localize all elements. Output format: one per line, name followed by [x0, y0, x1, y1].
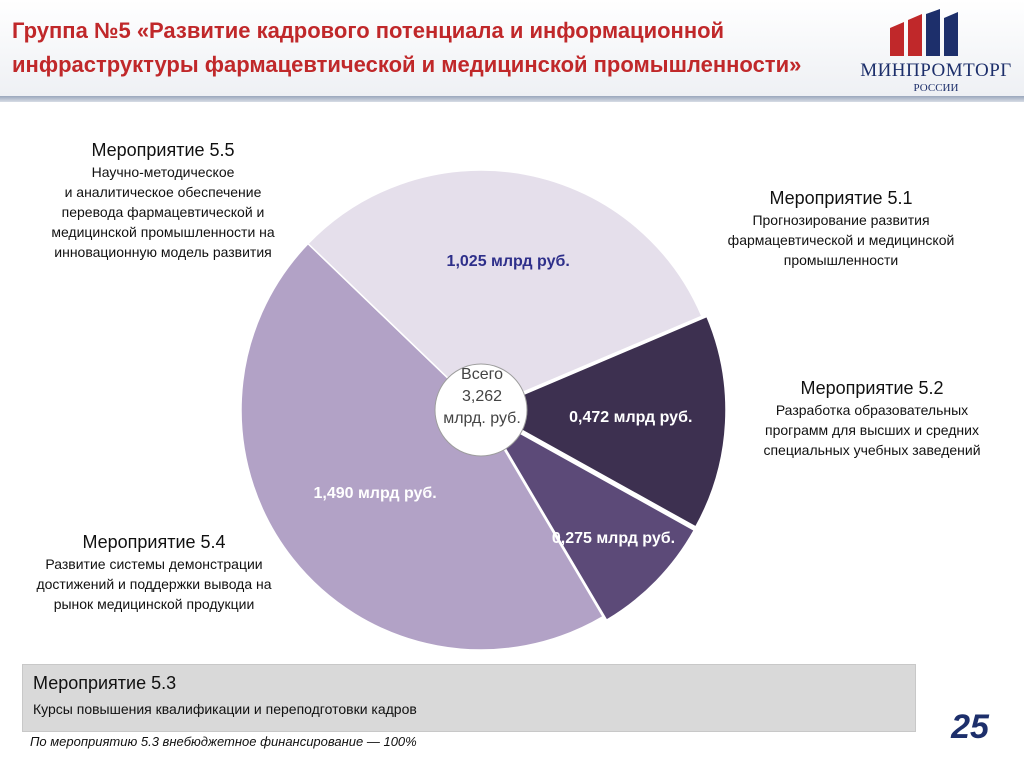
event-5-2-head: Мероприятие 5.2	[800, 378, 944, 398]
slice-value-label: 0,275 млрд руб.	[551, 530, 676, 548]
pie-slice-5-2	[482, 411, 696, 622]
total-line-3: млрд. руб.	[443, 410, 521, 427]
header-rule	[0, 96, 1024, 102]
event-5-5-head: Мероприятие 5.5	[91, 140, 235, 160]
footnote: По мероприятию 5.3 внебюджетное финансир…	[30, 734, 417, 749]
event-5-1-line: фармацевтической и медицинской	[727, 232, 955, 248]
event-5-2-line: специальных учебных заведений	[763, 442, 981, 458]
pie-slice-5-1	[484, 315, 727, 528]
event-5-1-head: Мероприятие 5.1	[769, 188, 913, 208]
total-label: Всего 3,262 млрд. руб.	[432, 364, 532, 430]
page-title: Группа №5 «Развитие кадрового потенциала…	[12, 14, 872, 82]
event-5-1-line: промышленности	[783, 252, 899, 268]
event-5-3-head: Мероприятие 5.3	[33, 673, 177, 693]
event-5-1-line: Прогнозирование развития	[752, 212, 930, 228]
event-5-3-desc: Курсы повышения квалификации и переподго…	[33, 701, 417, 717]
event-5-4-line: Развитие системы демонстрации	[45, 556, 263, 572]
logo-emblem-icon	[890, 9, 958, 56]
pie-slice-5-5	[306, 169, 703, 411]
header: Группа №5 «Развитие кадрового потенциала…	[0, 0, 1024, 96]
logo-word: МИНПРОМТОРГ	[860, 60, 1012, 81]
event-5-5-line: инновационную модель развития	[54, 244, 272, 260]
event-5-5-line: перевода фармацевтической и	[61, 204, 265, 220]
logo-sub: РОССИИ	[913, 82, 959, 94]
title-line-2: инфраструктуры фармацевтической и медици…	[12, 52, 802, 77]
slice-value-label: 0,472 млрд руб.	[569, 408, 693, 426]
event-5-5-line: и аналитическое обеспечение	[64, 184, 262, 200]
event-5-2-line: программ для высших и средних	[765, 422, 979, 438]
event-5-5-line: Научно-методическое	[91, 164, 235, 180]
event-5-4-line: рынок медицинской продукции	[53, 596, 255, 612]
total-line-2: 3,262	[461, 388, 503, 405]
event-5-4-label: Мероприятие 5.4 Развитие системы демонст…	[4, 530, 304, 614]
total-line-1: Всего	[461, 366, 503, 383]
event-5-4-head: Мероприятие 5.4	[82, 532, 226, 552]
event-5-3-box: Мероприятие 5.3 Курсы повышения квалифик…	[22, 664, 916, 732]
pie-center-hole	[434, 363, 528, 457]
event-5-2-label: Мероприятие 5.2 Разработка образовательн…	[722, 376, 1022, 460]
event-5-2-line: Разработка образовательных	[775, 402, 969, 418]
pie-slice-5-4	[240, 242, 605, 651]
event-5-5-line: медицинской промышленности на	[51, 224, 275, 240]
minpromtorg-logo: МИНПРОМТОРГ РОССИИ	[852, 8, 1020, 94]
event-5-5-label: Мероприятие 5.5 Научно-методическое и ан…	[14, 138, 312, 262]
slice-value-label: 1,025 млрд руб.	[446, 253, 570, 271]
page-number: 25	[951, 708, 989, 746]
title-line-1: Группа №5 «Развитие кадрового потенциала…	[12, 18, 725, 43]
slice-value-label: 1,490 млрд руб.	[313, 484, 437, 502]
event-5-4-line: достижений и поддержки вывода на	[36, 576, 272, 592]
event-5-1-label: Мероприятие 5.1 Прогнозирование развития…	[696, 186, 986, 270]
